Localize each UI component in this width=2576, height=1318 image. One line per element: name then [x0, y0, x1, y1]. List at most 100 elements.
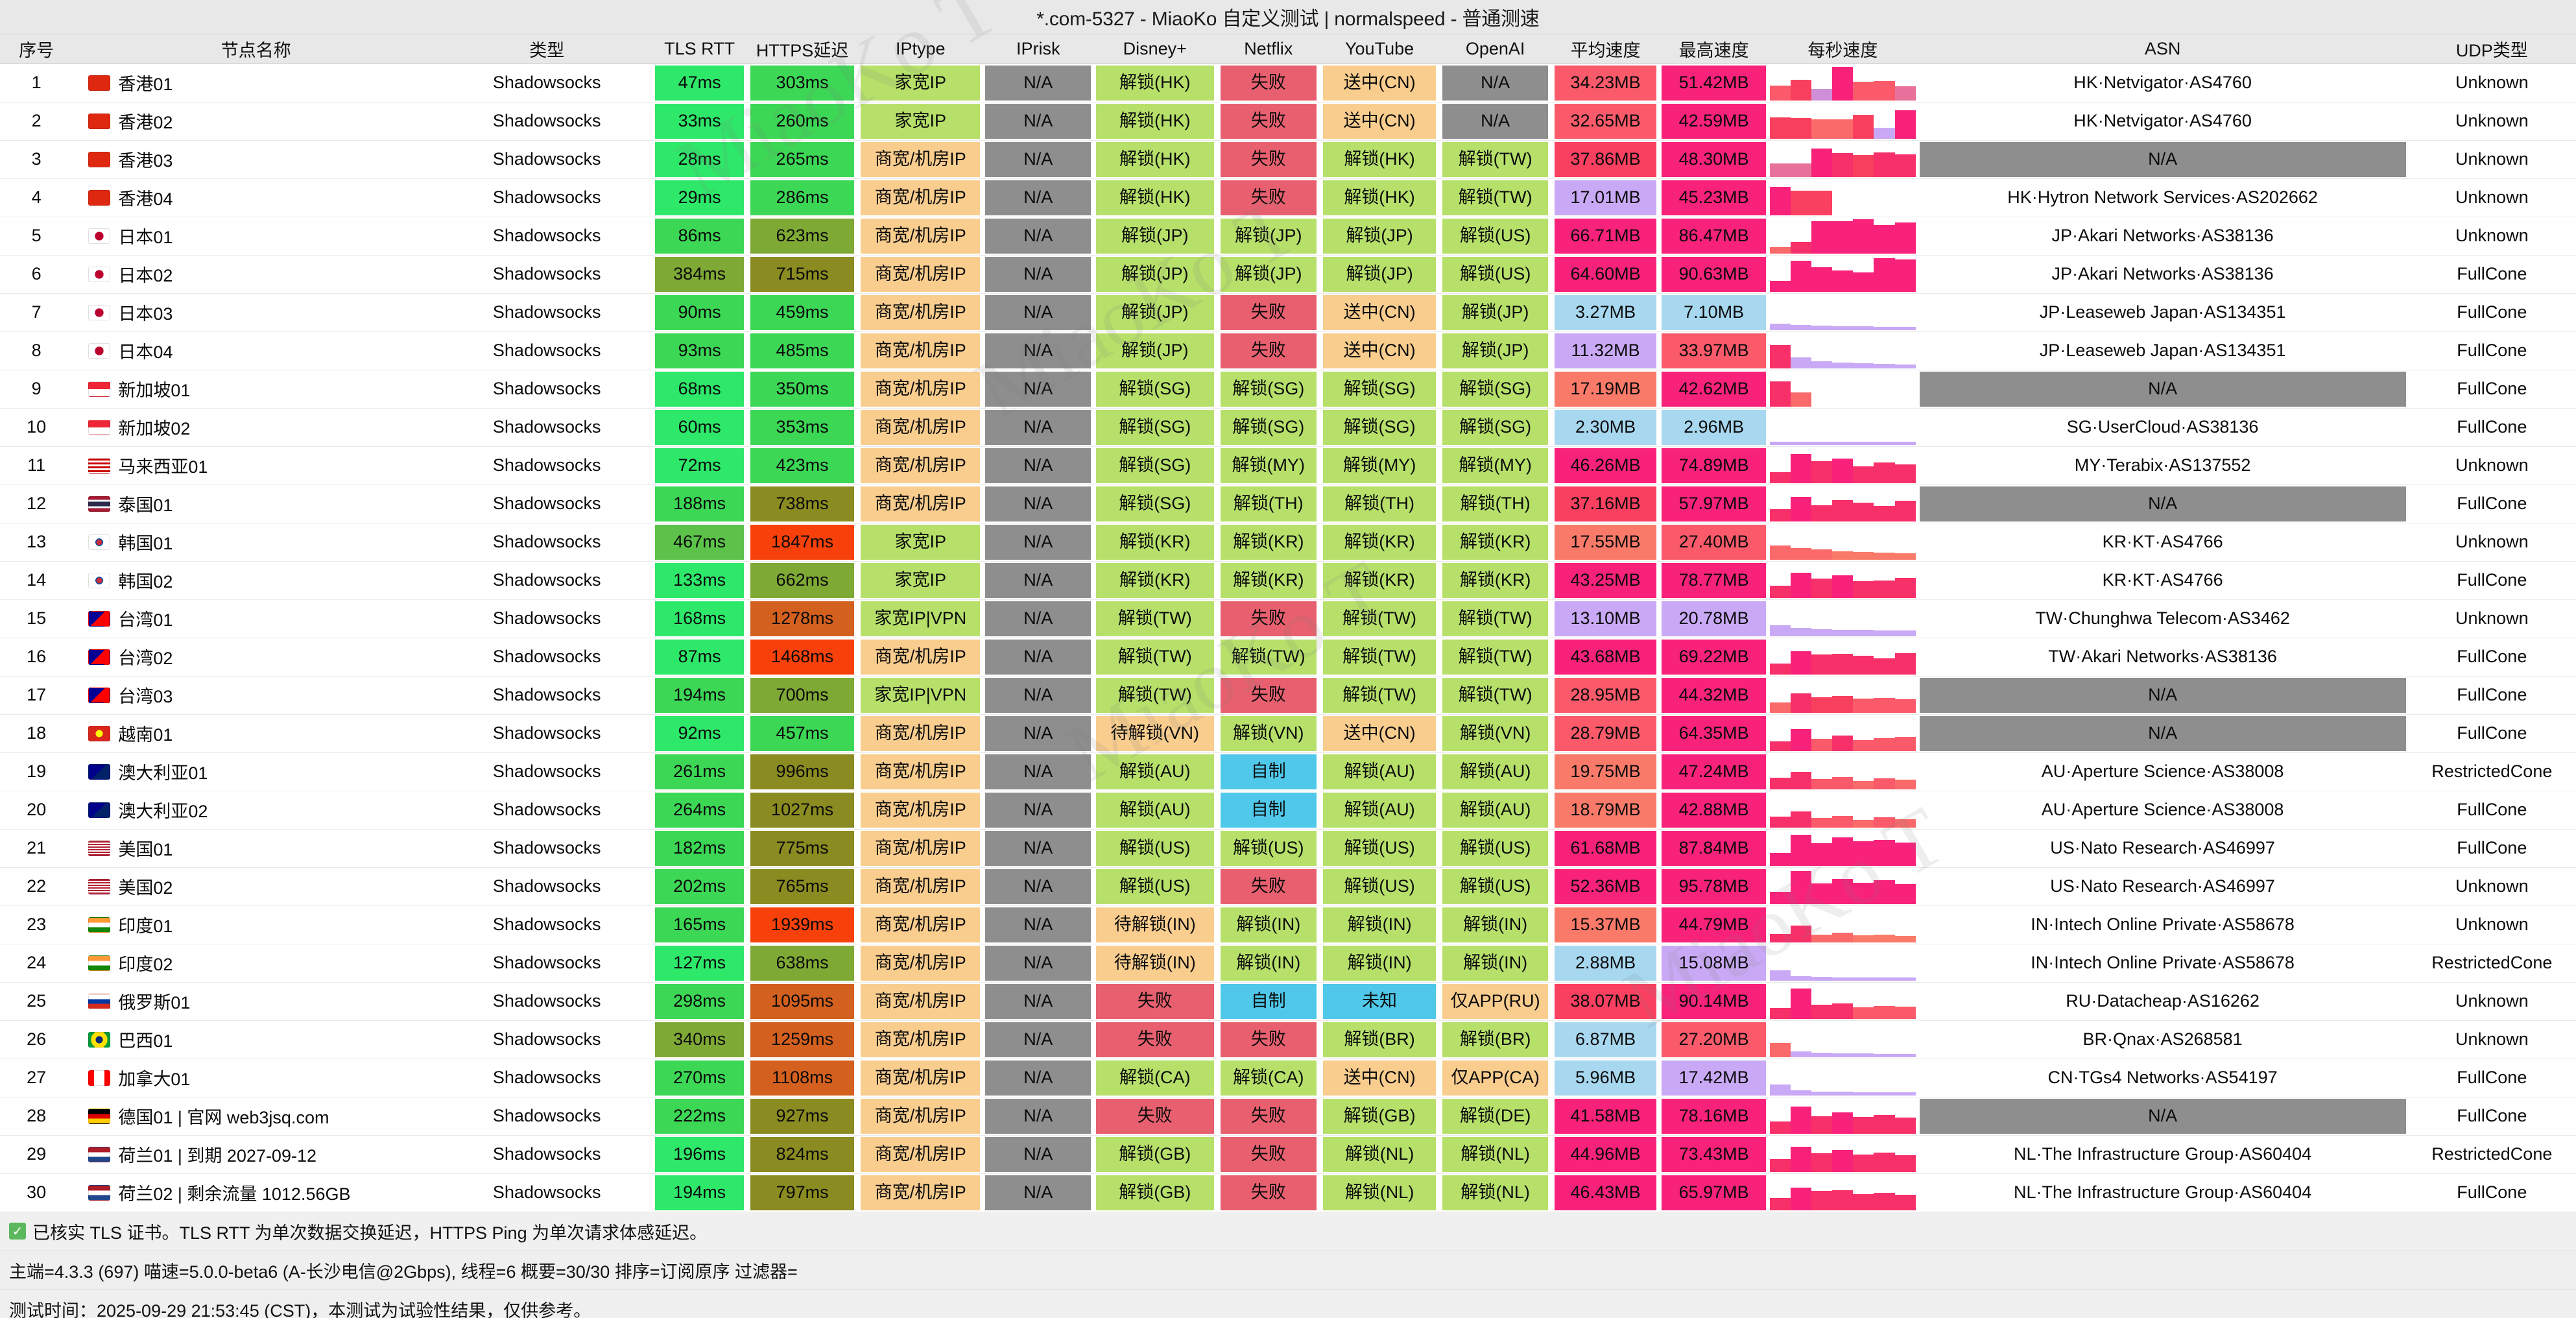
- table-row[interactable]: 24 印度02 Shadowsocks 127ms 638ms 商宽/机房IP N/A 待解锁…: [0, 944, 2576, 983]
- node-name-cell[interactable]: 泰国01: [73, 485, 442, 523]
- table-row[interactable]: 12 泰国01 Shadowsocks 188ms 738ms 商宽/机房IP N/A 解锁(…: [0, 485, 2576, 523]
- table-row[interactable]: 2 香港02 Shadowsocks 33ms 260ms 家宽IP N/A 解锁(HK) 失败…: [0, 102, 2576, 141]
- node-name-cell[interactable]: 香港01: [73, 64, 442, 102]
- node-name-cell[interactable]: 香港04: [73, 178, 442, 217]
- col-header-udp[interactable]: UDP类型: [2407, 34, 2576, 64]
- node-name-label: 荷兰01 | 到期 2027-09-12: [118, 1146, 316, 1166]
- sparkline-bar: [1894, 884, 1916, 904]
- node-name-cell[interactable]: 荷兰02 | 剩余流量 1012.56GB: [73, 1173, 442, 1212]
- openai-cell: 解锁(VN): [1439, 714, 1552, 753]
- table-row[interactable]: 25 俄罗斯01 Shadowsocks 298ms 1095ms 商宽/机房IP N/A 失…: [0, 982, 2576, 1021]
- node-name-cell[interactable]: 新加坡01: [73, 370, 442, 409]
- col-header-max-speed[interactable]: 最高速度: [1660, 34, 1769, 64]
- protocol-type-text: Shadowsocks: [492, 417, 601, 437]
- node-name-cell[interactable]: 荷兰01 | 到期 2027-09-12: [73, 1135, 442, 1174]
- node-name-cell[interactable]: 日本03: [73, 293, 442, 332]
- node-name-cell[interactable]: 新加坡02: [73, 408, 442, 447]
- node-name-cell[interactable]: 巴西01: [73, 1020, 442, 1059]
- table-row[interactable]: 30 荷兰02 | 剩余流量 1012.56GB Shadowsocks 194ms 7…: [0, 1173, 2576, 1212]
- sparkline-bar: [1853, 1116, 1874, 1134]
- node-name-cell[interactable]: 美国01: [73, 829, 442, 868]
- node-name-cell[interactable]: 马来西亚01: [73, 446, 442, 485]
- col-header-name[interactable]: 节点名称: [73, 34, 442, 64]
- table-row[interactable]: 8 日本04 Shadowsocks 93ms 485ms 商宽/机房IP N/A 解锁(JP…: [0, 331, 2576, 370]
- asn-cell: IN·Intech Online Private·AS58678: [1917, 944, 2408, 983]
- max-speed-cell: 20.78MB: [1660, 599, 1769, 638]
- table-row[interactable]: 4 香港04 Shadowsocks 29ms 286ms 商宽/机房IP N/A 解锁(HK…: [0, 178, 2576, 217]
- sparkline-bar: [1853, 1007, 1874, 1019]
- table-row[interactable]: 17 台湾03 Shadowsocks 194ms 700ms 家宽IP|VPN N/A 解锁…: [0, 676, 2576, 715]
- table-row[interactable]: 1 香港01 Shadowsocks 47ms 303ms 家宽IP N/A 解锁(HK) 失败…: [0, 64, 2576, 102]
- node-name-cell[interactable]: 台湾02: [73, 638, 442, 677]
- col-header-per-second-speed[interactable]: 每秒速度: [1768, 34, 1918, 64]
- table-row[interactable]: 7 日本03 Shadowsocks 90ms 459ms 商宽/机房IP N/A 解锁(JP…: [0, 293, 2576, 332]
- node-name-cell[interactable]: 澳大利亚02: [73, 791, 442, 830]
- table-row[interactable]: 19 澳大利亚01 Shadowsocks 261ms 996ms 商宽/机房IP N/A 解…: [0, 752, 2576, 791]
- col-header-disney[interactable]: Disney+: [1092, 34, 1217, 64]
- table-row[interactable]: 14 韩国02 Shadowsocks 133ms 662ms 家宽IP N/A 解锁(KR)…: [0, 561, 2576, 600]
- table-row[interactable]: 29 荷兰01 | 到期 2027-09-12 Shadowsocks 196ms 82…: [0, 1135, 2576, 1174]
- table-row[interactable]: 16 台湾02 Shadowsocks 87ms 1468ms 商宽/机房IP N/A 解锁(…: [0, 638, 2576, 677]
- col-header-iprisk[interactable]: IPrisk: [983, 34, 1093, 64]
- node-name-cell[interactable]: 俄罗斯01: [73, 982, 442, 1021]
- row-index-text: 10: [27, 417, 47, 437]
- node-name-cell[interactable]: 日本01: [73, 217, 442, 256]
- col-header-iptype[interactable]: IPtype: [857, 34, 984, 64]
- node-name-cell[interactable]: 韩国02: [73, 561, 442, 600]
- table-row[interactable]: 11 马来西亚01 Shadowsocks 72ms 423ms 商宽/机房IP N/A 解锁…: [0, 446, 2576, 485]
- col-header-netflix[interactable]: Netflix: [1217, 34, 1320, 64]
- col-header-type[interactable]: 类型: [442, 34, 652, 64]
- node-name-cell[interactable]: 印度02: [73, 944, 442, 983]
- table-row[interactable]: 3 香港03 Shadowsocks 28ms 265ms 商宽/机房IP N/A 解锁(HK…: [0, 140, 2576, 179]
- netflix-cell: 失败: [1217, 293, 1320, 332]
- table-row[interactable]: 26 巴西01 Shadowsocks 340ms 1259ms 商宽/机房IP N/A 失败…: [0, 1020, 2576, 1059]
- youtube-cell: 解锁(AU): [1319, 752, 1440, 791]
- table-row[interactable]: 13 韩国01 Shadowsocks 467ms 1847ms 家宽IP N/A 解锁(KR…: [0, 523, 2576, 562]
- ip-risk-cell-chip: N/A: [985, 486, 1091, 521]
- protocol-type: Shadowsocks: [442, 485, 652, 523]
- col-header-tls-rtt[interactable]: TLS RTT: [652, 34, 748, 64]
- node-name-cell[interactable]: 美国02: [73, 867, 442, 906]
- col-header-youtube[interactable]: YouTube: [1319, 34, 1440, 64]
- ip-risk-cell-chip: N/A: [985, 1136, 1091, 1172]
- table-row[interactable]: 27 加拿大01 Shadowsocks 270ms 1108ms 商宽/机房IP N/A 解…: [0, 1059, 2576, 1097]
- node-name-cell[interactable]: 越南01: [73, 714, 442, 753]
- table-row[interactable]: 23 印度01 Shadowsocks 165ms 1939ms 商宽/机房IP N/A 待解…: [0, 905, 2576, 944]
- table-row[interactable]: 10 新加坡02 Shadowsocks 60ms 353ms 商宽/机房IP N/A 解锁(…: [0, 408, 2576, 447]
- table-row[interactable]: 9 新加坡01 Shadowsocks 68ms 350ms 商宽/机房IP N/A 解锁(S…: [0, 370, 2576, 409]
- country-flag-icon: [88, 381, 111, 397]
- youtube-cell: 解锁(TW): [1319, 599, 1440, 638]
- node-name-cell[interactable]: 德国01 | 官网 web3jsq.com: [73, 1097, 442, 1136]
- ip-risk-cell: N/A: [983, 1173, 1093, 1212]
- table-row[interactable]: 5 日本01 Shadowsocks 86ms 623ms 商宽/机房IP N/A 解锁(JP…: [0, 217, 2576, 256]
- node-name-cell[interactable]: 日本04: [73, 331, 442, 370]
- openai-cell-chip: N/A: [1442, 103, 1549, 139]
- col-header-index[interactable]: 序号: [0, 34, 73, 64]
- https-delay-cell-chip: 824ms: [750, 1136, 855, 1172]
- table-row[interactable]: 28 德国01 | 官网 web3jsq.com Shadowsocks 222ms 9…: [0, 1097, 2576, 1136]
- col-header-openai[interactable]: OpenAI: [1439, 34, 1552, 64]
- node-name-cell[interactable]: 印度01: [73, 905, 442, 944]
- sparkline-bar: [1770, 586, 1791, 598]
- col-header-https[interactable]: HTTPS延迟: [747, 34, 858, 64]
- table-row[interactable]: 20 澳大利亚02 Shadowsocks 264ms 1027ms 商宽/机房IP N/A…: [0, 791, 2576, 830]
- netflix-cell: 失败: [1217, 1135, 1320, 1174]
- table-row[interactable]: 15 台湾01 Shadowsocks 168ms 1278ms 家宽IP|VPN N/A 解…: [0, 599, 2576, 638]
- node-name-cell[interactable]: 香港03: [73, 140, 442, 179]
- table-row[interactable]: 6 日本02 Shadowsocks 384ms 715ms 商宽/机房IP N/A 解锁(J…: [0, 255, 2576, 294]
- node-name-cell[interactable]: 韩国01: [73, 523, 442, 562]
- node-name-cell[interactable]: 澳大利亚01: [73, 752, 442, 791]
- avg-speed-cell-chip: 44.96MB: [1555, 1136, 1657, 1172]
- table-row[interactable]: 21 美国01 Shadowsocks 182ms 775ms 商宽/机房IP N/A 解锁(…: [0, 829, 2576, 868]
- node-name-cell[interactable]: 加拿大01: [73, 1059, 442, 1097]
- node-name-cell[interactable]: 香港02: [73, 102, 442, 141]
- ip-risk-cell: N/A: [983, 944, 1093, 983]
- col-header-asn[interactable]: ASN: [1917, 34, 2408, 64]
- udp-type-cell-text: FullCone: [2457, 379, 2527, 398]
- table-row[interactable]: 18 越南01 Shadowsocks 92ms 457ms 商宽/机房IP N/A 待解锁(…: [0, 714, 2576, 753]
- table-row[interactable]: 22 美国02 Shadowsocks 202ms 765ms 商宽/机房IP N/A 解锁(…: [0, 867, 2576, 906]
- node-name-cell[interactable]: 台湾01: [73, 599, 442, 638]
- node-name-cell[interactable]: 台湾03: [73, 676, 442, 715]
- col-header-avg-speed[interactable]: 平均速度: [1551, 34, 1660, 64]
- node-name-cell[interactable]: 日本02: [73, 255, 442, 294]
